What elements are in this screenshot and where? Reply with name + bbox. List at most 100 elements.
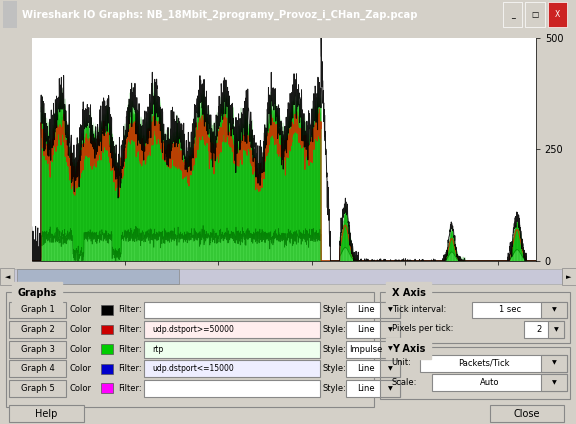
FancyBboxPatch shape <box>9 321 66 338</box>
Text: Filter:: Filter: <box>118 384 142 393</box>
FancyBboxPatch shape <box>541 355 567 371</box>
FancyBboxPatch shape <box>6 293 374 407</box>
Text: Graphs: Graphs <box>17 288 56 298</box>
Text: Graph 5: Graph 5 <box>21 384 54 393</box>
FancyBboxPatch shape <box>380 301 400 318</box>
Text: Color: Color <box>69 345 91 354</box>
FancyBboxPatch shape <box>541 301 567 318</box>
Text: _: _ <box>511 10 514 20</box>
FancyBboxPatch shape <box>380 321 400 338</box>
FancyBboxPatch shape <box>144 301 320 318</box>
FancyBboxPatch shape <box>144 360 320 377</box>
FancyBboxPatch shape <box>380 341 400 357</box>
Text: Scale:: Scale: <box>392 377 417 387</box>
FancyBboxPatch shape <box>17 269 179 284</box>
Text: ▼: ▼ <box>388 307 392 312</box>
Text: Graph 4: Graph 4 <box>21 364 54 373</box>
FancyBboxPatch shape <box>503 3 522 27</box>
FancyBboxPatch shape <box>101 344 113 354</box>
Text: X Axis: X Axis <box>392 288 426 298</box>
FancyBboxPatch shape <box>144 380 320 397</box>
FancyBboxPatch shape <box>0 268 14 285</box>
Text: ▼: ▼ <box>388 366 392 371</box>
Text: Packets/Tick: Packets/Tick <box>458 359 510 368</box>
FancyBboxPatch shape <box>346 360 400 377</box>
FancyBboxPatch shape <box>490 405 564 422</box>
Text: Graph 3: Graph 3 <box>21 345 54 354</box>
Text: Graph 2: Graph 2 <box>21 325 54 334</box>
Text: Line: Line <box>357 305 374 315</box>
FancyBboxPatch shape <box>525 3 545 27</box>
Text: udp.dstport<=15000: udp.dstport<=15000 <box>153 364 234 373</box>
Text: Filter:: Filter: <box>118 325 142 334</box>
Text: ▼: ▼ <box>552 380 557 385</box>
Text: Color: Color <box>69 384 91 393</box>
Text: Style:: Style: <box>323 305 346 315</box>
Text: udp.dstport>=50000: udp.dstport>=50000 <box>153 325 234 334</box>
Text: Style:: Style: <box>323 325 346 334</box>
Text: ◄: ◄ <box>5 273 10 280</box>
FancyBboxPatch shape <box>562 268 576 285</box>
FancyBboxPatch shape <box>9 301 66 318</box>
Text: Tick interval:: Tick interval: <box>392 305 446 314</box>
Text: ▼: ▼ <box>388 386 392 391</box>
Text: Line: Line <box>357 364 374 373</box>
FancyBboxPatch shape <box>9 341 66 357</box>
Text: 2: 2 <box>536 325 542 334</box>
Text: ▼: ▼ <box>552 361 557 365</box>
FancyBboxPatch shape <box>541 374 567 391</box>
FancyBboxPatch shape <box>380 360 400 377</box>
Text: ▼: ▼ <box>388 327 392 332</box>
Text: Line: Line <box>357 384 374 393</box>
FancyBboxPatch shape <box>9 380 66 397</box>
Text: ►: ► <box>566 273 571 280</box>
FancyBboxPatch shape <box>9 405 84 422</box>
Text: Line: Line <box>357 325 374 334</box>
FancyBboxPatch shape <box>9 360 66 377</box>
Text: Y Axis: Y Axis <box>392 344 425 354</box>
Text: ▼: ▼ <box>552 307 557 312</box>
FancyBboxPatch shape <box>101 383 113 393</box>
Text: Impulse: Impulse <box>349 345 382 354</box>
Text: Pixels per tick:: Pixels per tick: <box>392 324 453 333</box>
Text: Filter:: Filter: <box>118 364 142 373</box>
Text: Filter:: Filter: <box>118 345 142 354</box>
Text: Wireshark IO Graphs: NB_18Mbit_2programy_Provoz_i_CHan_Zap.pcap: Wireshark IO Graphs: NB_18Mbit_2programy… <box>22 10 418 20</box>
Text: Unit:: Unit: <box>392 358 412 367</box>
Text: X: X <box>555 10 560 20</box>
Text: Graph 1: Graph 1 <box>21 305 54 315</box>
FancyBboxPatch shape <box>548 321 564 338</box>
Text: rtp: rtp <box>153 345 164 354</box>
FancyBboxPatch shape <box>432 374 567 391</box>
FancyBboxPatch shape <box>472 301 567 318</box>
FancyBboxPatch shape <box>14 269 562 285</box>
Text: Color: Color <box>69 325 91 334</box>
Text: 1 sec: 1 sec <box>499 305 521 315</box>
FancyBboxPatch shape <box>380 347 570 399</box>
Text: Filter:: Filter: <box>118 305 142 315</box>
FancyBboxPatch shape <box>346 321 400 338</box>
FancyBboxPatch shape <box>524 321 564 338</box>
Text: □: □ <box>532 10 539 20</box>
FancyBboxPatch shape <box>346 341 400 357</box>
FancyBboxPatch shape <box>3 1 17 28</box>
FancyBboxPatch shape <box>101 325 113 335</box>
Text: Style:: Style: <box>323 384 346 393</box>
FancyBboxPatch shape <box>144 341 320 357</box>
FancyBboxPatch shape <box>144 321 320 338</box>
Text: Auto: Auto <box>480 378 499 387</box>
Text: Color: Color <box>69 364 91 373</box>
FancyBboxPatch shape <box>101 364 113 374</box>
FancyBboxPatch shape <box>346 380 400 397</box>
Text: Help: Help <box>35 408 57 418</box>
FancyBboxPatch shape <box>380 293 570 343</box>
Text: ▼: ▼ <box>388 347 392 351</box>
Text: ▼: ▼ <box>554 327 559 332</box>
Text: Style:: Style: <box>323 345 346 354</box>
FancyBboxPatch shape <box>346 301 400 318</box>
FancyBboxPatch shape <box>548 3 567 27</box>
FancyBboxPatch shape <box>101 305 113 315</box>
Text: Close: Close <box>514 408 540 418</box>
Text: Style:: Style: <box>323 364 346 373</box>
FancyBboxPatch shape <box>380 380 400 397</box>
